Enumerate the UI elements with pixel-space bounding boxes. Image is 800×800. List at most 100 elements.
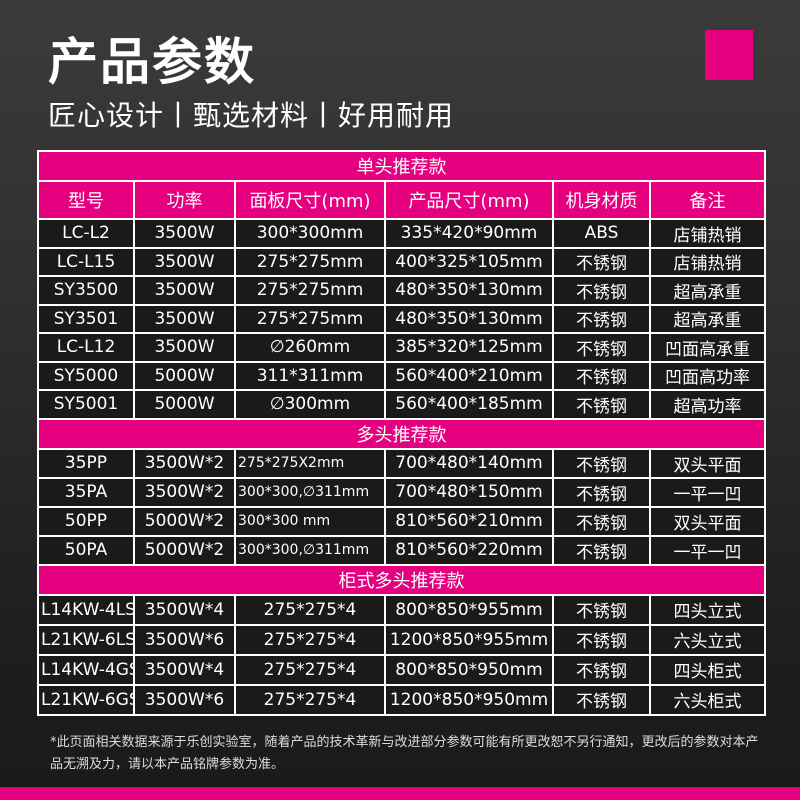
table-cell: 5000W	[133, 360, 236, 391]
column-header: 机身材质	[552, 180, 651, 220]
table-cell: 不锈钢	[552, 246, 651, 277]
table-cell: 六头立式	[649, 623, 766, 656]
spec-table: 单头推荐款 型号 功率 面板尺寸(mm) 产品尺寸(mm) 机身材质 备注 LC-L2 3500…	[37, 150, 766, 716]
table-cell: 3500W	[133, 303, 236, 334]
table-cell: 300*300mm	[234, 218, 386, 249]
table-cell: 300*300,∅311mm	[234, 476, 386, 508]
table-row: 35PA 3500W*2 300*300,∅311mm 700*480*150mm 不锈…	[37, 476, 766, 508]
table-cell: SY3500	[37, 275, 135, 306]
table-cell: 六头柜式	[649, 683, 766, 716]
table-cell: 不锈钢	[552, 653, 651, 686]
table-cell: LC-L15	[37, 246, 135, 277]
table-cell: ∅260mm	[234, 332, 386, 363]
table-cell: 不锈钢	[552, 332, 651, 363]
table-row: SY3500 3500W 275*275mm 480*350*130mm 不锈钢 超高承重	[37, 275, 766, 306]
footnote: *此页面相关数据来源于乐创实验室，随着产品的技术革新与改进部分参数可能有所更改恕…	[50, 735, 759, 772]
table-cell: L14KW-4LS	[37, 593, 135, 626]
table-cell: 480*350*130mm	[384, 275, 554, 306]
table-cell: 3500W	[133, 332, 236, 363]
table-cell: 3500W	[133, 275, 236, 306]
section-row: 多头推荐款	[37, 417, 766, 450]
table-cell: 300*300 mm	[234, 505, 386, 537]
table-cell: LC-L12	[37, 332, 135, 363]
table-cell: 50PP	[37, 505, 135, 537]
table-cell: 50PA	[37, 534, 135, 566]
table-row: L21KW-6GS 3500W*6 275*275*4 1200*850*950mm 不…	[37, 683, 766, 716]
table-cell: 810*560*210mm	[384, 505, 554, 537]
table-cell: 不锈钢	[552, 683, 651, 716]
table-cell: 不锈钢	[552, 534, 651, 566]
header-row: 型号 功率 面板尺寸(mm) 产品尺寸(mm) 机身材质 备注	[37, 180, 766, 220]
table-cell: 双头平面	[649, 505, 766, 537]
section-row: 柜式多头推荐款	[37, 563, 766, 596]
table-cell: 一平一凹	[649, 476, 766, 508]
table-row: LC-L12 3500W ∅260mm 385*320*125mm 不锈钢 凹面高承重	[37, 332, 766, 363]
table-cell: 超高承重	[649, 303, 766, 334]
table-cell: 双头平面	[649, 447, 766, 479]
table-row: LC-L2 3500W 300*300mm 335*420*90mm ABS 店铺热销	[37, 218, 766, 249]
table-cell: 700*480*150mm	[384, 476, 554, 508]
table-cell: 3500W*6	[133, 623, 236, 656]
table-cell: 3500W	[133, 246, 236, 277]
table-cell: 不锈钢	[552, 505, 651, 537]
section-title: 多头推荐款	[37, 417, 766, 450]
table-cell: 店铺热销	[649, 218, 766, 249]
column-header: 备注	[649, 180, 766, 220]
table-cell: 不锈钢	[552, 476, 651, 508]
table-cell: 四头柜式	[649, 653, 766, 686]
table-cell: 凹面高功率	[649, 360, 766, 391]
table-cell: 560*400*210mm	[384, 360, 554, 391]
table-cell: 不锈钢	[552, 447, 651, 479]
table-cell: 275*275mm	[234, 303, 386, 334]
table-row: 35PP 3500W*2 275*275X2mm 700*480*140mm 不锈钢 双头…	[37, 447, 766, 479]
table-cell: 300*300,∅311mm	[234, 534, 386, 566]
table-cell: 800*850*950mm	[384, 653, 554, 686]
table-cell: 不锈钢	[552, 389, 651, 420]
table-cell: 275*275mm	[234, 275, 386, 306]
table-cell: 5000W*2	[133, 505, 236, 537]
table-row: 50PP 5000W*2 300*300 mm 810*560*210mm 不锈钢 双头平…	[37, 505, 766, 537]
table-cell: 一平一凹	[649, 534, 766, 566]
table-cell: SY3501	[37, 303, 135, 334]
table-cell: 凹面高承重	[649, 332, 766, 363]
table-cell: 3500W*2	[133, 447, 236, 479]
table-cell: 480*350*130mm	[384, 303, 554, 334]
table-row: L14KW-4GS 3500W*4 275*275*4 800*850*950mm 不锈…	[37, 653, 766, 686]
table-cell: ABS	[552, 218, 651, 249]
table-cell: ∅300mm	[234, 389, 386, 420]
section-title: 柜式多头推荐款	[37, 563, 766, 596]
table-cell: 275*275*4	[234, 623, 386, 656]
table-cell: 275*275*4	[234, 653, 386, 686]
table-cell: 店铺热销	[649, 246, 766, 277]
table-cell: 1200*850*950mm	[384, 683, 554, 716]
page-title: 产品参数	[48, 33, 256, 91]
table-cell: 275*275X2mm	[234, 447, 386, 479]
table-cell: 311*311mm	[234, 360, 386, 391]
table-cell: 275*275mm	[234, 246, 386, 277]
table-cell: 1200*850*955mm	[384, 623, 554, 656]
table-cell: SY5001	[37, 389, 135, 420]
table-cell: 385*320*125mm	[384, 332, 554, 363]
table-cell: 不锈钢	[552, 360, 651, 391]
table-cell: 5000W*2	[133, 534, 236, 566]
column-header: 面板尺寸(mm)	[234, 180, 386, 220]
column-header: 产品尺寸(mm)	[384, 180, 554, 220]
bottom-accent-bar	[0, 787, 800, 800]
table-cell: 35PP	[37, 447, 135, 479]
table-cell: 5000W	[133, 389, 236, 420]
table-cell: 400*325*105mm	[384, 246, 554, 277]
table-cell: 3500W*4	[133, 593, 236, 626]
table-cell: 3500W*4	[133, 653, 236, 686]
table-cell: 335*420*90mm	[384, 218, 554, 249]
table-row: LC-L15 3500W 275*275mm 400*325*105mm 不锈钢 店铺热销	[37, 246, 766, 277]
section-title: 单头推荐款	[37, 150, 766, 182]
table-cell: L21KW-6GS	[37, 683, 135, 716]
table-cell: 不锈钢	[552, 303, 651, 334]
table-cell: 560*400*185mm	[384, 389, 554, 420]
table-cell: 275*275*4	[234, 683, 386, 716]
table-row: L21KW-6LS 3500W*6 275*275*4 1200*850*955mm 不…	[37, 623, 766, 656]
table-cell: 700*480*140mm	[384, 447, 554, 479]
table-row: L14KW-4LS 3500W*4 275*275*4 800*850*955mm 不锈…	[37, 593, 766, 626]
table-cell: 3500W	[133, 218, 236, 249]
table-cell: 不锈钢	[552, 593, 651, 626]
